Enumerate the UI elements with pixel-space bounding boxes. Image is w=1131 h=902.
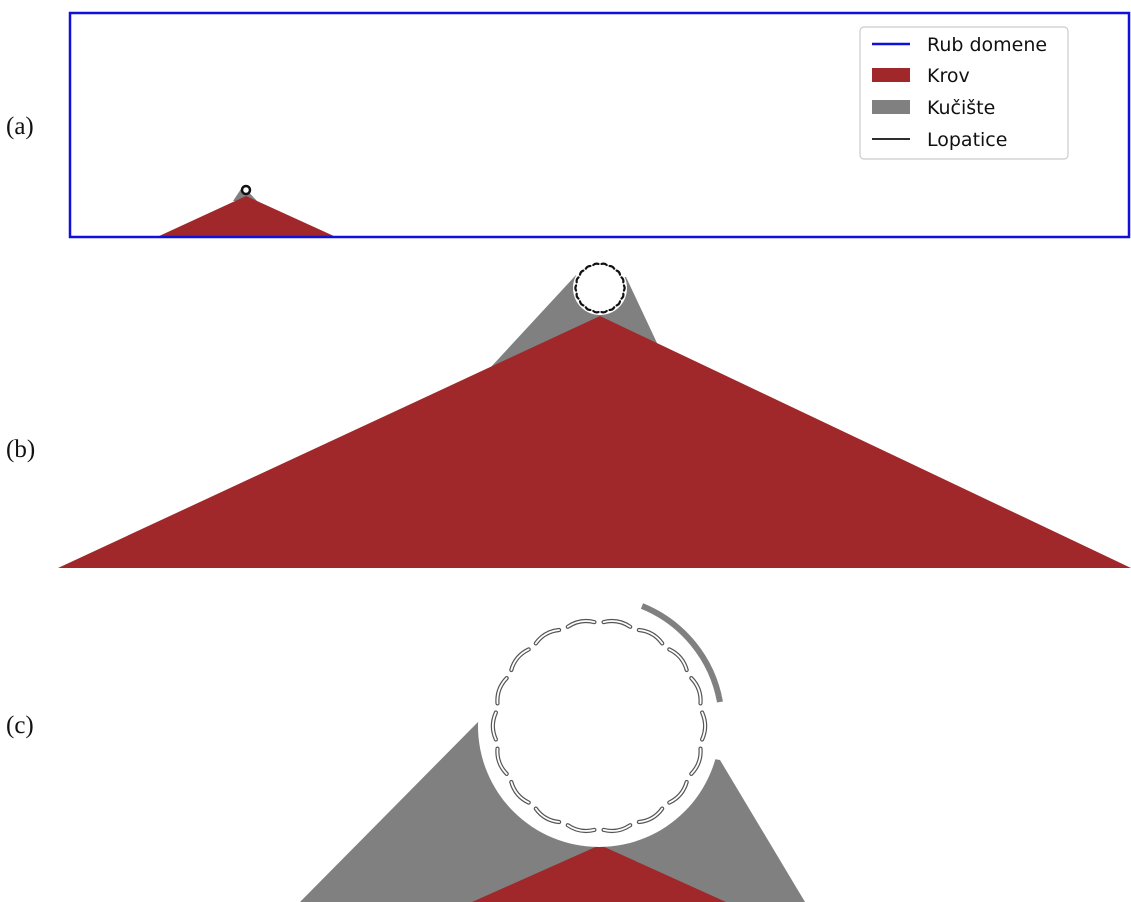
rotor-blade-inner — [534, 807, 560, 823]
rotor-blade-inner — [510, 781, 530, 804]
rotor-blade-inner — [690, 747, 702, 775]
rotor-blade — [592, 262, 600, 267]
rotor-blade-inner — [566, 620, 596, 628]
rotor-blade-inner — [668, 648, 688, 671]
panel-b-rotor-void — [573, 261, 627, 315]
panel-c-roof — [472, 845, 726, 902]
legend-label-lopatice: Lopatice — [927, 129, 1007, 151]
panel-label-b: (b) — [6, 436, 36, 463]
panel-b-blades — [574, 262, 626, 314]
panel-a-rotor — [240, 184, 252, 196]
rotor-blade — [608, 306, 616, 312]
rotor-blade-inner — [701, 711, 707, 741]
legend-swatch-kuciste — [872, 100, 910, 114]
panel-a-roof — [157, 196, 336, 237]
rotor-blade-inner — [496, 747, 508, 775]
rotor-blade — [574, 284, 578, 292]
rotor-blade — [584, 306, 592, 312]
rotor-blade — [622, 284, 626, 292]
rotor-blade-inner — [566, 824, 596, 832]
rotor-blade — [575, 292, 580, 300]
rotor-blade — [578, 269, 585, 276]
rotor-blade — [600, 309, 608, 314]
panel-c-housing-arc — [640, 603, 723, 703]
rotor-blade-inner — [638, 629, 664, 645]
legend-swatch-krov — [872, 68, 910, 82]
legend-label-rub-domene: Rub domene — [927, 34, 1047, 56]
rotor-blade-inner — [491, 711, 497, 741]
panel-b-roof — [58, 316, 1131, 568]
rotor-blade-inner — [602, 824, 632, 832]
rotor-blade — [575, 276, 580, 284]
rotor-blade — [608, 264, 616, 270]
panel-label-c: (c) — [6, 712, 34, 739]
rotor-blade — [615, 300, 622, 307]
rotor-blade-inner — [534, 629, 560, 645]
panel-c-blades — [490, 618, 708, 834]
panel-c-rotor-void — [478, 605, 720, 847]
panel-a-domain-overview: Rub domene Krov Kučište Lopatice — [68, 11, 1131, 239]
rotor-blade — [584, 264, 592, 270]
rotor-blade — [620, 292, 625, 300]
rotor-blade-inner — [602, 620, 632, 628]
legend-label-krov: Krov — [927, 65, 970, 87]
legend-label-kuciste: Kučište — [927, 97, 995, 119]
rotor-blade-inner — [638, 807, 664, 823]
rotor-blade-inner — [668, 781, 688, 804]
legend-frame — [859, 26, 1069, 160]
rotor-blade-inner — [690, 677, 702, 705]
panel-b-roof-zoom — [58, 261, 1131, 568]
domain-boundary — [68, 11, 1131, 239]
rotor-blade — [592, 309, 600, 314]
panel-label-a: (a) — [6, 113, 34, 140]
rotor-blade — [578, 300, 585, 307]
rotor-blade-inner — [510, 648, 530, 671]
rotor-blade — [615, 269, 622, 276]
panel-c-rotor-zoom — [300, 603, 805, 902]
rotor-blade-inner — [496, 677, 508, 705]
rotor-blade — [620, 276, 625, 284]
rotor-blade — [600, 262, 608, 267]
legend: Rub domene Krov Kučište Lopatice — [859, 26, 1069, 160]
